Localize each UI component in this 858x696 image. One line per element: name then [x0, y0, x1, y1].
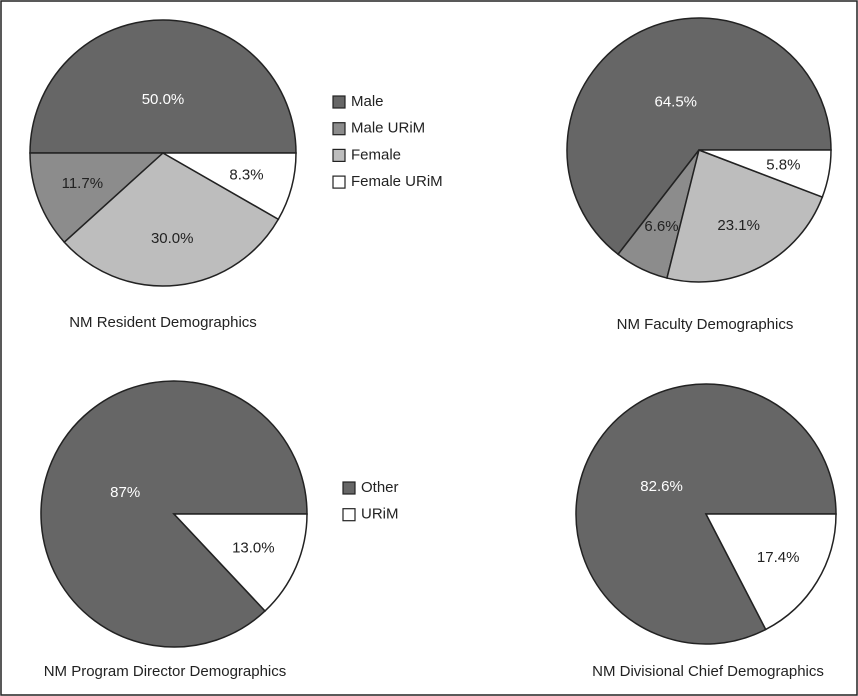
pie-slice: [172, 513, 308, 613]
slice-label: 30.0%: [151, 230, 194, 247]
slice-label: 8.3%: [229, 166, 263, 183]
pie-title: NM Resident Demographics: [69, 314, 257, 331]
pie-slice: [698, 149, 832, 199]
legend-swatch: [332, 148, 346, 162]
slice-label: 82.6%: [640, 478, 683, 495]
pie-slice: [160, 152, 297, 221]
slice-label: 5.8%: [766, 157, 800, 174]
slice-label: 64.5%: [654, 94, 697, 111]
legend-label: Other: [361, 479, 399, 496]
pie-slice: [63, 152, 280, 287]
slice-label: 87%: [110, 484, 140, 501]
legend-label: Male URiM: [351, 120, 425, 137]
slice-label: 17.4%: [757, 549, 800, 566]
slice-label: 11.7%: [62, 175, 103, 192]
legend-label: Male: [351, 93, 384, 110]
legend-swatch: [342, 481, 356, 495]
legend-label: URiM: [361, 506, 399, 523]
slice-label: 50.0%: [142, 91, 185, 108]
slice-label: 13.0%: [232, 539, 275, 556]
legend-swatch: [332, 175, 346, 189]
legend-label: Female: [351, 146, 401, 163]
pie-title: NM Faculty Demographics: [617, 316, 794, 333]
slice-label: 6.6%: [644, 218, 678, 235]
pie-title: NM Program Director Demographics: [44, 663, 287, 680]
legend-swatch: [342, 508, 356, 522]
legend-swatch: [332, 122, 346, 136]
legend-label: Female URiM: [351, 173, 443, 190]
pie-slice: [566, 17, 832, 256]
slice-label: 23.1%: [717, 217, 760, 234]
pie-slice: [29, 152, 165, 244]
pie-slice: [29, 19, 297, 154]
pie-title: NM Divisional Chief Demographics: [592, 663, 824, 680]
legend-swatch: [332, 95, 346, 109]
pie-slice: [704, 513, 837, 631]
